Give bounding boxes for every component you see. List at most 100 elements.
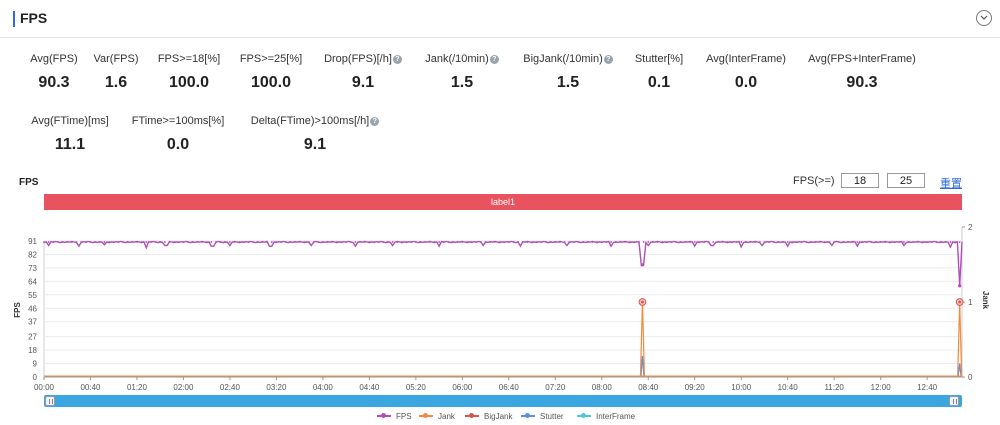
threshold-low-input[interactable] <box>841 173 879 188</box>
fps-point <box>605 241 608 243</box>
fps-point <box>638 241 640 243</box>
fps-point <box>610 241 612 243</box>
x-tick-label: 05:20 <box>406 383 427 392</box>
collapse-chevron-icon[interactable] <box>976 10 992 26</box>
fps-point <box>84 241 87 243</box>
fps-point <box>600 241 603 243</box>
fps-point <box>954 241 956 243</box>
fps-point <box>958 241 961 243</box>
x-tick-label: 10:40 <box>778 383 799 392</box>
fps-point <box>944 241 947 243</box>
fps-point <box>456 241 459 243</box>
fps-point <box>452 241 454 243</box>
fps-point <box>196 241 199 243</box>
fps-point <box>136 241 138 243</box>
fps-point <box>679 241 682 243</box>
fps-point <box>108 241 110 243</box>
fps-point <box>837 241 840 243</box>
fps-point <box>735 241 738 243</box>
stutter-spike <box>640 356 645 378</box>
fps-point <box>889 241 891 243</box>
fps-point <box>568 241 571 243</box>
fps-point <box>261 241 264 243</box>
metric-label: Delta(FTime)>100ms[/h] <box>250 115 370 127</box>
fps-point <box>210 241 213 243</box>
zoom-slider-left-handle[interactable] <box>45 396 55 406</box>
fps-point <box>503 241 506 243</box>
legend-item-interframe[interactable]: InterFrame <box>577 410 635 422</box>
fps-point <box>633 241 636 243</box>
fps-point <box>215 241 217 243</box>
metric-value: 0.1 <box>647 74 671 91</box>
fps-point <box>512 241 515 243</box>
metric-label: Avg(FPS+InterFrame) <box>808 53 916 65</box>
fps-point <box>177 241 180 243</box>
fps-point <box>763 241 766 243</box>
fps-drop-point <box>958 284 962 288</box>
fps-point <box>382 241 385 243</box>
metric-value: 11.1 <box>54 136 86 153</box>
fps-point <box>182 241 185 243</box>
fps-point <box>628 241 631 243</box>
fps-point <box>930 241 933 243</box>
fps-point <box>391 241 394 243</box>
fps-point <box>926 241 929 243</box>
fps-point <box>554 241 557 243</box>
x-tick-label: 08:00 <box>592 383 613 392</box>
threshold-high-input[interactable] <box>887 173 925 188</box>
reset-button[interactable]: 重置 <box>940 178 962 190</box>
y-tick-label: 55 <box>28 291 37 300</box>
fps-point <box>187 241 189 243</box>
fps-point <box>433 241 436 243</box>
fps-point <box>675 241 678 243</box>
metric-label: Jank(/10min) <box>425 53 489 65</box>
fps-point <box>698 241 701 243</box>
fps-point <box>800 241 803 243</box>
help-icon[interactable]: ? <box>489 55 499 64</box>
y-tick-label: 64 <box>28 277 37 286</box>
fps-point <box>401 241 403 243</box>
help-icon[interactable]: ? <box>392 55 402 64</box>
fps-point <box>461 241 464 243</box>
fps-point <box>851 241 854 243</box>
metric-value: 9.1 <box>303 136 327 153</box>
x-tick-label: 06:00 <box>452 383 473 392</box>
x-tick-label: 02:40 <box>220 383 241 392</box>
fps-point <box>545 241 547 243</box>
fps-point <box>424 241 427 243</box>
fps-point <box>582 241 585 243</box>
y-right-tick-label: 2 <box>968 223 973 232</box>
x-tick-label: 07:20 <box>545 383 566 392</box>
chart-series <box>43 240 964 378</box>
fps-point <box>489 241 492 243</box>
fps-point <box>731 241 733 243</box>
fps-point <box>563 241 566 243</box>
legend-item-stutter[interactable]: Stutter <box>521 410 564 422</box>
fps-point <box>131 241 134 243</box>
fps-point <box>219 241 222 243</box>
zoom-slider-right-handle[interactable] <box>949 396 959 406</box>
section-accent-bar <box>13 11 15 27</box>
fps-point <box>586 241 589 243</box>
fps-point <box>907 241 910 243</box>
fps-point <box>689 241 691 243</box>
legend-swatch-icon <box>521 413 535 418</box>
fps-point <box>921 241 924 243</box>
x-tick-label: 01:20 <box>127 383 148 392</box>
fps-point <box>726 241 729 243</box>
zoom-slider[interactable] <box>44 395 962 407</box>
fps-point <box>777 241 780 243</box>
fps-point <box>303 241 306 243</box>
legend-item-bigjank[interactable]: BigJank <box>465 410 512 422</box>
fps-point <box>791 241 794 243</box>
fps-point <box>294 241 296 243</box>
fps-point <box>466 241 468 243</box>
fps-point <box>670 241 673 243</box>
legend-item-fps[interactable]: FPS <box>377 410 412 422</box>
fps-point <box>475 241 478 243</box>
fps-point <box>387 241 389 243</box>
fps-point <box>535 241 538 243</box>
help-icon[interactable]: ? <box>603 55 613 64</box>
legend-item-jank[interactable]: Jank <box>419 410 455 422</box>
help-icon[interactable]: ? <box>370 117 380 126</box>
